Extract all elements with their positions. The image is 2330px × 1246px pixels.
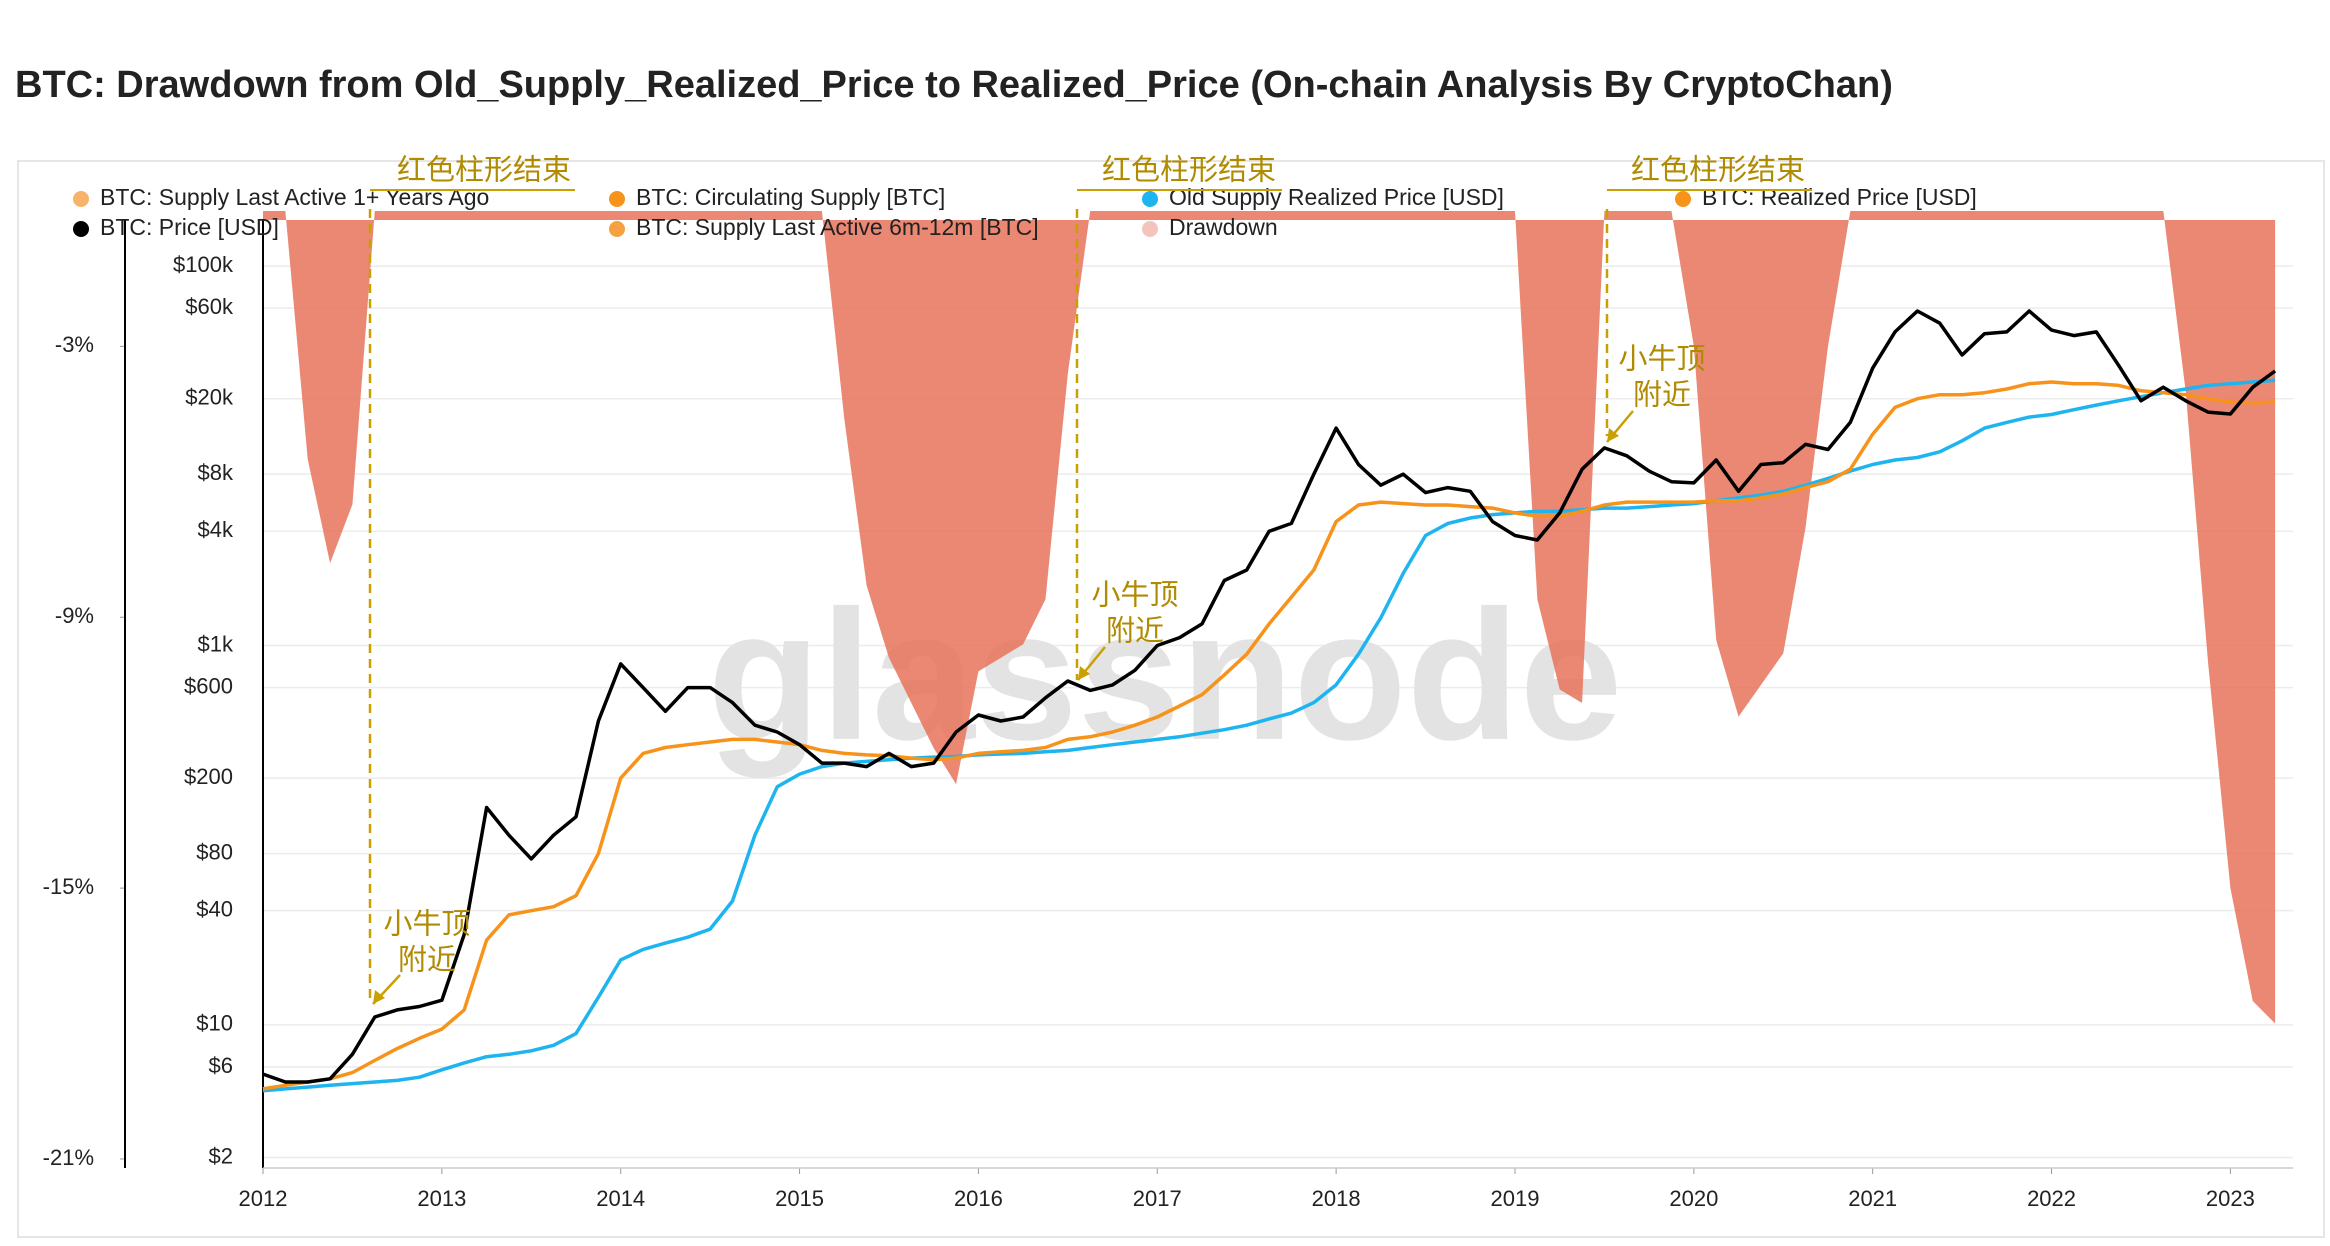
x-tick-label: 2020 bbox=[1669, 1186, 1718, 1211]
y-tick-label: $60k bbox=[185, 294, 234, 319]
legend-label[interactable]: BTC: Supply Last Active 6m-12m [BTC] bbox=[636, 214, 1039, 240]
annotation-arrowhead bbox=[1607, 428, 1619, 442]
x-tick-label: 2013 bbox=[417, 1186, 466, 1211]
legend-swatch bbox=[609, 191, 625, 207]
annotation-text: 红色柱形结束 bbox=[1631, 154, 1805, 187]
legend-swatch bbox=[609, 221, 625, 237]
annotation-arrowhead bbox=[373, 990, 385, 1004]
y-tick-label: $40 bbox=[196, 896, 233, 921]
y2-tick-label: -21% bbox=[43, 1145, 94, 1170]
series-line bbox=[262, 309, 2277, 1084]
annotation-text: 附近 bbox=[1106, 615, 1164, 648]
y-tick-label: $1k bbox=[198, 631, 234, 656]
chart-title: BTC: Drawdown from Old_Supply_Realized_P… bbox=[15, 64, 1893, 106]
annotation-text: 红色柱形结束 bbox=[1102, 154, 1276, 187]
watermark: glassnode bbox=[708, 573, 1623, 779]
legend-swatch bbox=[73, 191, 89, 207]
y-tick-label: $6 bbox=[209, 1053, 233, 1078]
legend-label[interactable]: BTC: Circulating Supply [BTC] bbox=[636, 184, 945, 210]
legend-label[interactable]: BTC: Price [USD] bbox=[100, 214, 279, 240]
legend-swatch bbox=[1142, 191, 1158, 207]
annotation-text: 小牛顶 bbox=[383, 908, 470, 941]
annotation-text: 附近 bbox=[1633, 379, 1691, 412]
x-tick-label: 2022 bbox=[2027, 1186, 2076, 1211]
x-tick-label: 2017 bbox=[1133, 1186, 1182, 1211]
y2-tick-label: -3% bbox=[55, 332, 94, 357]
y-tick-label: $600 bbox=[184, 673, 233, 698]
legend-label[interactable]: Drawdown bbox=[1169, 214, 1278, 240]
y-tick-label: $80 bbox=[196, 839, 233, 864]
chart-frame bbox=[17, 160, 2325, 1238]
y-tick-label: $4k bbox=[198, 517, 234, 542]
y-tick-label: $10 bbox=[196, 1011, 233, 1036]
y-tick-label: $8k bbox=[198, 460, 234, 485]
x-tick-label: 2021 bbox=[1848, 1186, 1897, 1211]
annotation-text: 附近 bbox=[398, 944, 456, 977]
legend-label[interactable]: BTC: Supply Last Active 1+ Years Ago bbox=[100, 184, 489, 210]
legend-swatch bbox=[1675, 191, 1691, 207]
y2-tick-label: -9% bbox=[55, 603, 94, 628]
annotation-text: 红色柱形结束 bbox=[397, 154, 571, 187]
x-tick-label: 2023 bbox=[2206, 1186, 2255, 1211]
x-tick-label: 2012 bbox=[239, 1186, 288, 1211]
x-tick-label: 2019 bbox=[1491, 1186, 1540, 1211]
series-line bbox=[262, 380, 2276, 1091]
annotation-text: 小牛顶 bbox=[1618, 343, 1705, 376]
legend-swatch bbox=[73, 221, 89, 237]
x-tick-label: 2016 bbox=[954, 1186, 1003, 1211]
x-tick-label: 2018 bbox=[1312, 1186, 1361, 1211]
y2-tick-label: -15% bbox=[43, 874, 94, 899]
annotation-text: 小牛顶 bbox=[1091, 579, 1178, 612]
x-tick-label: 2014 bbox=[596, 1186, 645, 1211]
series-line bbox=[262, 378, 2276, 1093]
legend-label[interactable]: BTC: Realized Price [USD] bbox=[1702, 184, 1977, 210]
y-tick-label: $100k bbox=[173, 252, 234, 277]
drawdown-area bbox=[263, 210, 2276, 1024]
annotation-arrowhead bbox=[1078, 666, 1090, 680]
legend-label[interactable]: Old Supply Realized Price [USD] bbox=[1169, 184, 1504, 210]
y-tick-label: $20k bbox=[185, 385, 234, 410]
y-tick-label: $2 bbox=[209, 1143, 233, 1168]
legend-swatch bbox=[1142, 221, 1158, 237]
x-tick-label: 2015 bbox=[775, 1186, 824, 1211]
y-tick-label: $200 bbox=[184, 764, 233, 789]
